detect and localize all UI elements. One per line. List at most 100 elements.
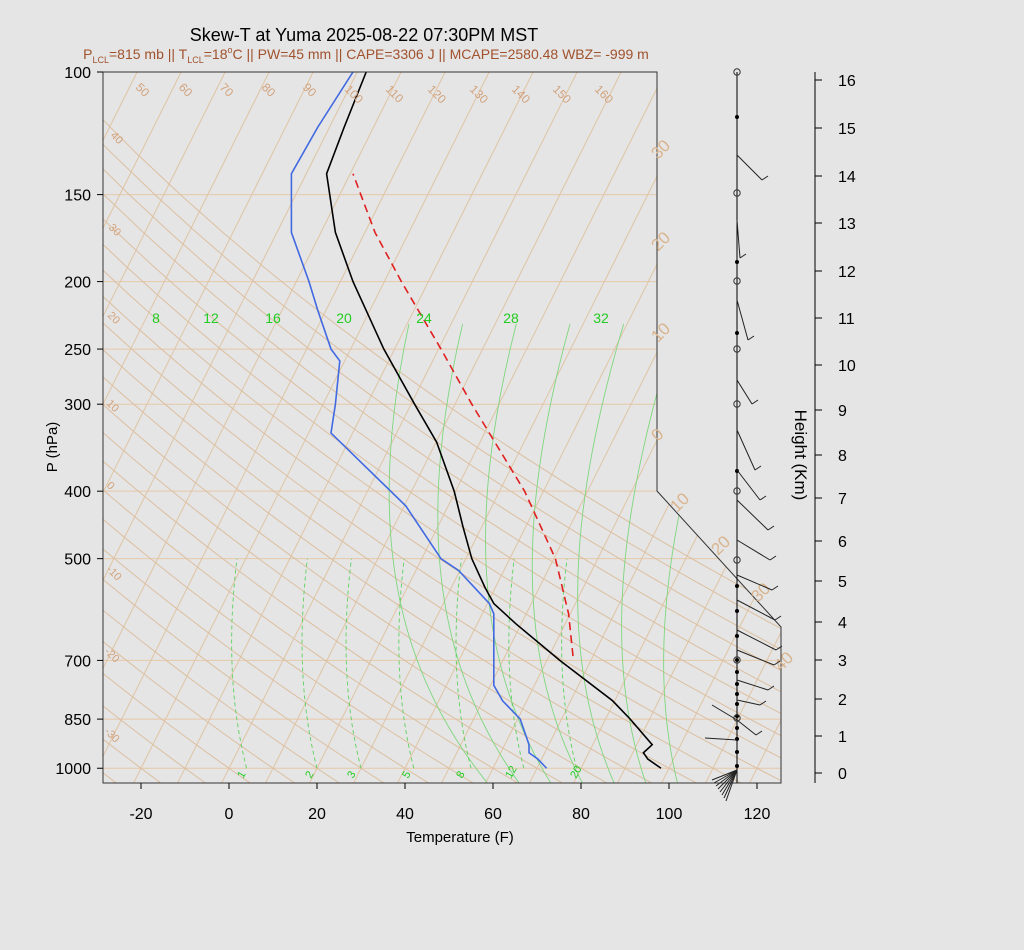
- wind-barb: [736, 679, 769, 691]
- height-tick-label: 8: [838, 448, 847, 465]
- temperature-tick-label: 80: [572, 806, 590, 823]
- wind-barb: [736, 379, 753, 405]
- wind-barb-low: [719, 769, 738, 793]
- wind-ring: [733, 556, 741, 564]
- mixing-ratio-line: [508, 558, 525, 769]
- series-layer: [290, 72, 662, 769]
- wind-barb-feather: [771, 585, 779, 591]
- mixing-ratio-label: 1: [235, 769, 248, 780]
- mixing-ratio-label: 3: [345, 769, 358, 780]
- height-tick-label: 14: [838, 169, 856, 186]
- mixing-ratio-line: [301, 558, 318, 769]
- wind-ring: [733, 277, 741, 285]
- wind-barb-low: [721, 769, 738, 796]
- dry-adiabat-line: [103, 100, 697, 783]
- pressure-tick-label: 200: [64, 275, 91, 292]
- wind-barb: [736, 574, 773, 591]
- wind-calm-dot: [735, 609, 739, 613]
- pressure-tick-label: 100: [64, 65, 91, 82]
- isotherm-line: [838, 72, 1024, 783]
- temperature-tick-label: 40: [396, 806, 414, 823]
- wind-calm-dot: [735, 682, 739, 686]
- chart-title: Skew-T at Yuma 2025-08-22 07:30PM MST: [190, 25, 539, 45]
- wind-barb-low: [711, 769, 738, 781]
- wind-barb-low: [704, 737, 738, 741]
- wind-barb-low: [717, 769, 738, 790]
- height-tick-label: 7: [838, 491, 847, 508]
- moist-adiabat-label: 28: [503, 310, 519, 326]
- wind-calm-dot: [735, 702, 739, 706]
- temperature-tick-label: 120: [744, 806, 771, 823]
- wind-barb-feather: [761, 175, 769, 181]
- dry-adiabat-line: [103, 100, 429, 783]
- series-dewpoint: [290, 72, 548, 769]
- height-tick-label: 10: [838, 358, 856, 375]
- wind-ring: [733, 400, 741, 408]
- mixing-ratio-line: [561, 558, 578, 769]
- wind-barb-feather: [769, 555, 777, 561]
- dry-adiabat-line: [103, 100, 781, 783]
- wind-barb-feather: [767, 525, 775, 531]
- wind-barb-feather: [751, 399, 759, 405]
- isotherm-line: [794, 72, 1024, 783]
- height-tick-label: 11: [838, 311, 855, 328]
- wind-calm-dot: [735, 764, 739, 768]
- wind-barb: [736, 629, 777, 651]
- wind-barb: [736, 719, 757, 736]
- moist-adiabat-label: 16: [265, 310, 281, 326]
- pressure-tick-label: 500: [64, 552, 91, 569]
- wind-calm-dot: [735, 115, 739, 119]
- wind-calm-dot: [735, 260, 739, 264]
- wind-barb: [736, 154, 763, 181]
- mixing-ratio-line: [345, 558, 362, 769]
- dry-adiabat-line: [103, 100, 206, 783]
- dry-adiabat-line: [103, 100, 781, 783]
- isotherm-line: [103, 72, 402, 783]
- mixing-ratio-label: 20: [568, 764, 585, 781]
- wind-barb-low: [711, 704, 738, 721]
- height-tick-label: 12: [838, 264, 856, 281]
- height-tick-label: 3: [838, 653, 847, 670]
- mixing-ratio-line: [398, 558, 415, 769]
- isotherm-line: [882, 72, 1024, 783]
- dry-adiabat-line: [103, 100, 781, 783]
- temperature-tick-label: 20: [308, 806, 326, 823]
- isotherm-line: [749, 72, 781, 783]
- wind-calm-dot: [735, 658, 739, 662]
- isotherm-line: [103, 72, 270, 783]
- plot-frame: [97, 71, 782, 789]
- wind-barb-low: [725, 769, 738, 802]
- mixing-ratio-label: 8: [454, 769, 467, 780]
- mixing-ratio-label: 2: [303, 769, 316, 780]
- temperature-tick-label: 0: [225, 806, 234, 823]
- wind-ring: [733, 487, 741, 495]
- height-tick-label: 13: [838, 216, 856, 233]
- moist-adiabat-line: [531, 323, 583, 783]
- series-parcel: [352, 173, 574, 657]
- wind-barb: [736, 299, 749, 341]
- dry-adiabat-line: [103, 100, 519, 783]
- x-axis-label: Temperature (F): [406, 829, 514, 846]
- moist-adiabat-label: 24: [416, 310, 432, 326]
- wind-calm-dot: [735, 692, 739, 696]
- dry-adiabat-line: [103, 100, 742, 783]
- wind-barb-feather: [739, 253, 747, 259]
- temperature-tick-label: 60: [484, 806, 502, 823]
- height-axis-label: Height (Km): [791, 410, 810, 501]
- wind-barb-low: [715, 769, 738, 787]
- isotherm-line: [103, 72, 446, 783]
- mixing-ratio-line: [455, 558, 472, 769]
- pressure-tick-label: 850: [64, 712, 91, 729]
- plot-background: [103, 72, 781, 783]
- wind-calm-dot: [735, 750, 739, 754]
- isotherm-line: [970, 72, 1024, 783]
- moist-adiabat-line: [577, 323, 625, 783]
- dry-adiabat-line: [103, 100, 251, 783]
- dry-adiabat-line: [103, 100, 563, 783]
- isotherm-line: [103, 72, 314, 783]
- dry-adiabat-line: [103, 100, 340, 783]
- height-tick-label: 1: [838, 729, 847, 746]
- height-tick-label: 5: [838, 574, 847, 591]
- wind-barb: [736, 539, 771, 561]
